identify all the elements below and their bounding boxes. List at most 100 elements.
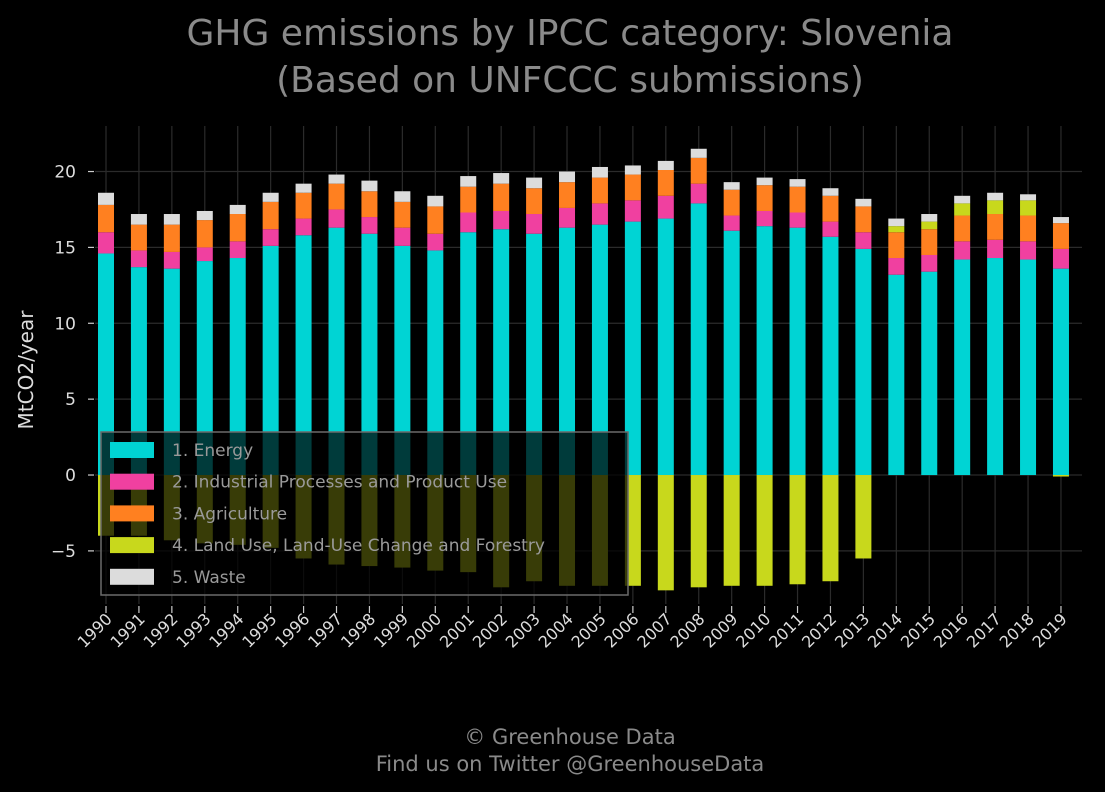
bar-segment-2002-series-3 (493, 183, 510, 211)
bar-segment-1997-series-5 (328, 174, 345, 184)
bar-segment-1990-series-3 (98, 204, 114, 233)
legend-swatch (110, 505, 154, 522)
bar-segment-1992-series-5 (163, 214, 180, 225)
bar-segment-1997-series-2 (328, 209, 345, 228)
bar-segment-1994-series-2 (229, 241, 246, 259)
bar-segment-2012-series-1 (822, 236, 839, 476)
legend-swatch (110, 568, 154, 585)
bar-segment-2018-series-2 (1020, 241, 1037, 260)
bar-segment-2003-series-5 (526, 177, 543, 189)
bar-segment-2000-series-3 (427, 206, 444, 234)
y-tick-label: 15 (54, 238, 76, 258)
bar-segment-2012-series-3 (822, 195, 839, 222)
bar-segment-2008-series-2 (690, 183, 707, 204)
bar-segment-1996-series-3 (295, 192, 312, 219)
bar-segment-2012-series-4 (822, 475, 839, 582)
bar-segment-2011-series-1 (789, 227, 806, 476)
bar-segment-1999-series-3 (394, 201, 411, 228)
legend-label: 3. Agriculture (172, 504, 287, 524)
bar-segment-2014-series-1 (888, 274, 905, 476)
bar-segment-2017-series-1 (987, 258, 1004, 476)
bar-segment-2013-series-3 (855, 206, 872, 233)
bar-segment-2015-series-2 (921, 254, 938, 272)
bar-segment-1995-series-1 (262, 245, 279, 476)
bar-segment-2015-series-5 (921, 214, 938, 222)
bar-segment-1998-series-5 (361, 180, 378, 192)
bar-segment-2019-series-3 (1052, 223, 1069, 249)
bar-segment-2009-series-1 (723, 230, 740, 476)
bar-segment-2007-series-5 (657, 160, 674, 171)
bar-segment-2003-series-2 (526, 214, 543, 234)
bar-segment-1994-series-5 (229, 204, 246, 215)
bar-segment-2004-series-3 (559, 182, 576, 208)
bar-segment-1997-series-3 (328, 183, 345, 210)
bar-segment-2002-series-5 (493, 173, 510, 184)
bar-segment-2018-series-4 (1020, 200, 1037, 216)
bar-segment-2004-series-1 (559, 227, 576, 476)
bar-segment-2010-series-3 (756, 185, 773, 211)
bar-segment-2001-series-3 (460, 186, 477, 213)
bar-segment-1998-series-1 (361, 233, 378, 476)
bar-segment-2007-series-4 (657, 475, 674, 591)
bar-segment-2012-series-2 (822, 221, 839, 237)
bar-segment-2018-series-5 (1020, 194, 1037, 201)
footer-copyright: © Greenhouse Data (464, 725, 675, 749)
bar-segment-2016-series-5 (954, 195, 971, 204)
bar-segment-1996-series-5 (295, 183, 312, 193)
bar-segment-2008-series-3 (690, 157, 707, 184)
bar-segment-2011-series-4 (789, 475, 806, 585)
bar-segment-2019-series-4 (1052, 475, 1069, 477)
bar-segment-1994-series-3 (229, 214, 246, 242)
bar-segment-2009-series-3 (723, 189, 740, 216)
bar-segment-2007-series-2 (657, 195, 674, 219)
bar-segment-1995-series-3 (262, 201, 279, 230)
bar-segment-1992-series-2 (163, 251, 180, 269)
bar-segment-2000-series-2 (427, 233, 444, 251)
legend-label: 5. Waste (172, 568, 246, 588)
y-tick-label: 5 (65, 390, 76, 410)
bar-segment-2002-series-2 (493, 210, 510, 230)
bar-segment-2013-series-4 (855, 475, 872, 559)
bar-segment-2000-series-5 (427, 195, 444, 207)
bar-segment-2015-series-1 (921, 271, 938, 476)
bar-segment-2005-series-1 (591, 224, 608, 476)
bar-segment-1991-series-3 (130, 224, 147, 251)
bar-segment-1991-series-1 (130, 267, 147, 476)
y-axis-ticks: −5 0 5 10 15 20 (51, 163, 94, 562)
bar-segment-2009-series-4 (723, 475, 740, 586)
bar-segment-1990-series-5 (98, 192, 114, 205)
legend-label: 1. Energy (172, 441, 253, 461)
bar-segment-2014-series-3 (888, 232, 905, 259)
bar-segment-2013-series-2 (855, 232, 872, 249)
bar-segment-2017-series-3 (987, 214, 1004, 240)
chart-subtitle: (Based on UNFCCC submissions) (276, 60, 864, 101)
bar-segment-2019-series-5 (1052, 217, 1069, 224)
bar-segment-2005-series-5 (591, 166, 608, 178)
bar-segment-2016-series-3 (954, 215, 971, 242)
bar-segment-2015-series-3 (921, 229, 938, 255)
bar-segment-1993-series-5 (196, 210, 213, 221)
bar-segment-2011-series-3 (789, 186, 806, 213)
bar-segment-2007-series-3 (657, 170, 674, 196)
y-tick-label: 20 (54, 163, 76, 183)
bar-segment-2006-series-5 (624, 165, 641, 175)
bar-segment-1993-series-2 (196, 247, 213, 262)
y-tick-label: −5 (51, 542, 76, 562)
bar-segment-1996-series-2 (295, 218, 312, 236)
bar-segment-2012-series-5 (822, 188, 839, 196)
bar-segment-2018-series-1 (1020, 259, 1037, 476)
bar-segment-1992-series-1 (163, 268, 180, 476)
chart-title: GHG emissions by IPCC category: Slovenia (187, 13, 954, 54)
bar-segment-2001-series-5 (460, 176, 477, 187)
bar-segment-2007-series-1 (657, 218, 674, 476)
bar-segment-2017-series-5 (987, 192, 1004, 201)
bar-segment-2010-series-4 (756, 475, 773, 586)
bar-segment-2004-series-2 (559, 207, 576, 228)
bar-segment-2006-series-4 (624, 475, 641, 586)
bar-segment-2014-series-4 (888, 226, 905, 233)
bar-segment-2016-series-4 (954, 203, 971, 216)
bar-segment-1995-series-5 (262, 192, 279, 202)
bar-segment-1993-series-3 (196, 220, 213, 248)
bar-segment-2004-series-5 (559, 171, 576, 183)
